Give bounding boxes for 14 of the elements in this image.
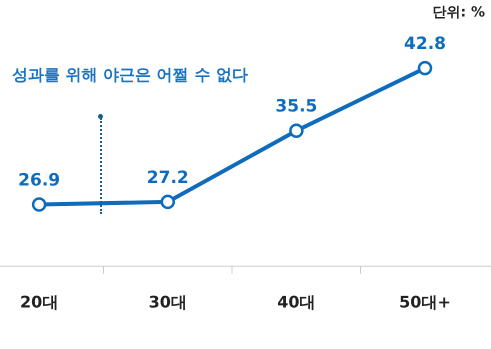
x-tick-label: 30대 — [148, 292, 187, 312]
annotation: 성과를 위해 야근은 어쩔 수 없다 — [12, 65, 248, 84]
x-tick-label: 50대+ — [399, 292, 451, 312]
text: 단위: % — [432, 4, 485, 21]
x-tick-label: 40대 — [277, 292, 316, 312]
data-label: 42.8 — [404, 34, 446, 54]
data-label: 26.9 — [18, 170, 60, 190]
point — [32, 197, 46, 212]
data-label: 27.2 — [146, 168, 189, 188]
point — [160, 194, 176, 210]
point — [289, 123, 304, 138]
point — [418, 60, 432, 76]
data-label: 35.5 — [275, 96, 318, 117]
x-tick-label: 20대 — [20, 292, 58, 312]
